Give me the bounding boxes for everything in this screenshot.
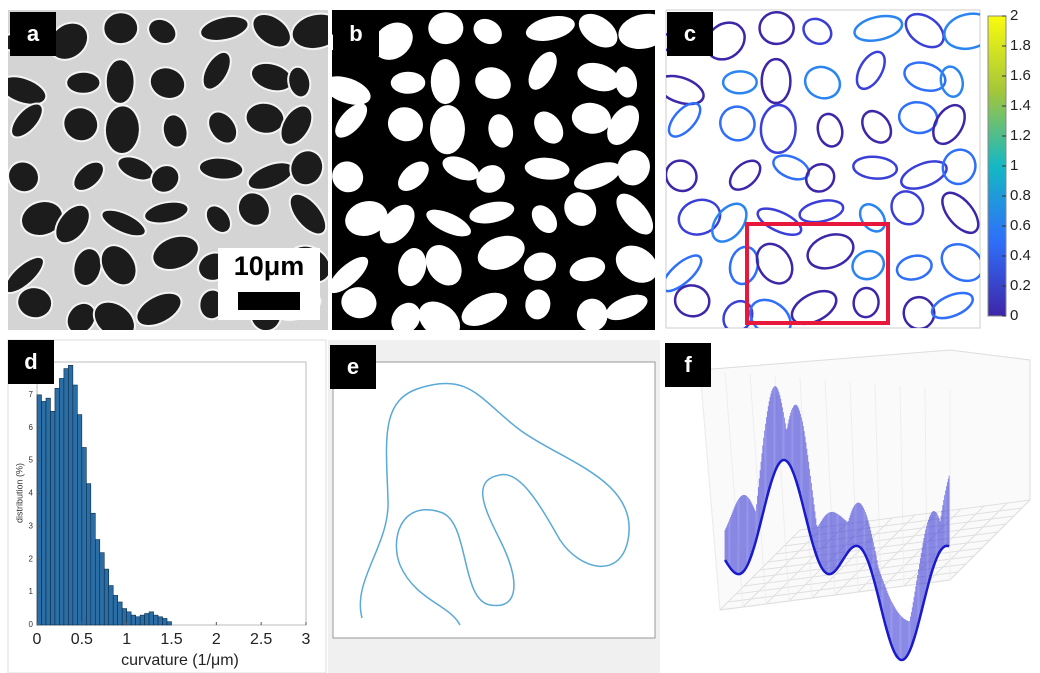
domain xyxy=(106,59,135,104)
bar xyxy=(158,617,162,625)
domain xyxy=(431,59,460,104)
bar xyxy=(77,415,81,625)
x-tick-label: 2 xyxy=(212,631,221,648)
x-axis-label: curvature (1/μm) xyxy=(121,652,239,669)
bar xyxy=(122,609,126,625)
bar xyxy=(95,540,99,625)
x-tick-label: 3 xyxy=(302,631,311,648)
bar xyxy=(109,586,113,625)
x-tick-label: 0.5 xyxy=(71,631,93,648)
y-tick-label: 4 xyxy=(29,489,34,498)
y-tick-label: 3 xyxy=(29,521,34,530)
x-tick-label: 2.5 xyxy=(250,631,272,648)
domain xyxy=(104,105,141,155)
bar xyxy=(127,612,131,625)
bar xyxy=(59,378,63,625)
bar xyxy=(68,365,72,625)
bar xyxy=(154,615,158,625)
bar xyxy=(91,513,95,625)
bar xyxy=(50,411,54,625)
colorbar-tick-label: 1 xyxy=(1010,157,1018,174)
bar xyxy=(100,553,104,625)
page: {"panels":[ {"label":"a","scale_bar":"10… xyxy=(0,0,1040,673)
panel-label: f xyxy=(684,352,692,377)
colorbar-tick-label: 1.8 xyxy=(1010,37,1031,54)
scale-bar xyxy=(238,292,300,310)
domain xyxy=(103,11,139,45)
y-tick-label: 5 xyxy=(29,456,34,465)
panel-label: a xyxy=(27,21,40,46)
colorbar-tick-label: 2 xyxy=(1010,7,1018,24)
x-tick-label: 1 xyxy=(122,631,131,648)
colorbar-tick-label: 0.6 xyxy=(1010,217,1031,234)
y-tick-label: 7 xyxy=(29,390,34,399)
bar xyxy=(46,398,50,625)
bar xyxy=(64,369,68,625)
colorbar-tick-label: 0 xyxy=(1010,307,1018,324)
y-tick-label: 1 xyxy=(29,587,34,596)
bar xyxy=(104,569,108,625)
y-tick-label: 0 xyxy=(29,620,34,629)
panel-label: b xyxy=(349,21,362,46)
y-tick-label: 6 xyxy=(29,423,34,432)
bar xyxy=(118,602,122,625)
scale-bar-label: 10μm xyxy=(234,251,305,281)
x-tick-label: 1.5 xyxy=(160,631,182,648)
bar xyxy=(37,395,41,625)
bar xyxy=(167,622,171,625)
colorbar-tick-label: 1.6 xyxy=(1010,67,1031,84)
bar xyxy=(113,595,117,625)
x-tick-label: 0 xyxy=(33,631,42,648)
colorbar-tick-label: 0.2 xyxy=(1010,277,1031,294)
bar xyxy=(131,615,135,625)
bar xyxy=(163,618,167,625)
bar xyxy=(145,613,149,625)
bar xyxy=(140,615,144,625)
bar xyxy=(55,388,59,625)
figure: 10μm 0 1 2 3 4 5 6 7 0 0.5 1 1.5 2 2.5 3 curvature (1/μ… xyxy=(0,0,1040,673)
plot-area xyxy=(333,362,655,638)
bar xyxy=(86,484,90,625)
bar xyxy=(73,385,77,625)
y-axis-label: distribution (%) xyxy=(14,463,24,523)
panel-label: e xyxy=(347,354,359,379)
bar xyxy=(82,447,86,625)
bar xyxy=(136,617,140,625)
bar xyxy=(149,612,153,625)
bar xyxy=(41,401,45,625)
colorbar-tick-label: 1.2 xyxy=(1010,127,1031,144)
y-tick-label: 2 xyxy=(29,554,34,563)
colorbar-tick-label: 0.4 xyxy=(1010,247,1031,264)
colorbar-tick-label: 1.4 xyxy=(1010,97,1031,114)
panel-label: c xyxy=(684,21,696,46)
domain xyxy=(66,72,100,94)
panel-label: d xyxy=(24,349,37,374)
colorbar-tick-label: 0.8 xyxy=(1010,187,1031,204)
